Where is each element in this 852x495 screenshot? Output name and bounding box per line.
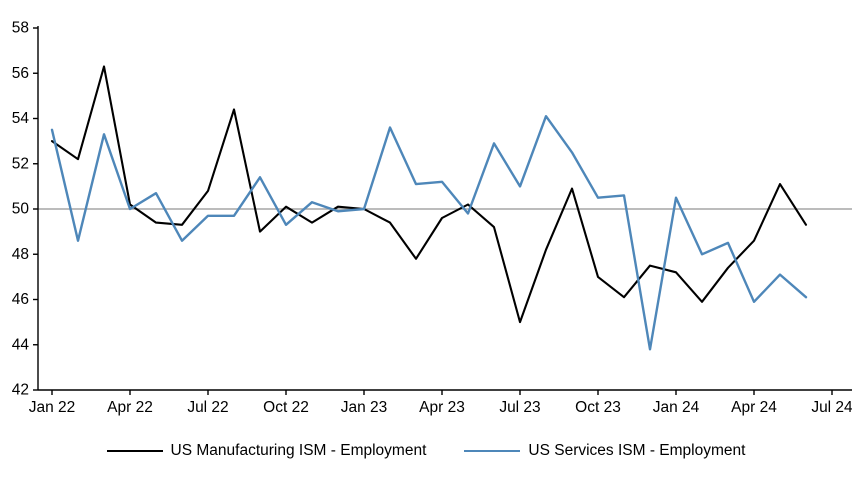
x-tick-label: Jan 22 (29, 399, 76, 416)
y-tick-label: 46 (12, 291, 29, 308)
y-tick-label: 42 (12, 382, 29, 399)
x-tick-label: Jan 24 (653, 399, 700, 416)
y-tick-label: 50 (12, 201, 30, 218)
x-tick-label: Apr 24 (731, 399, 777, 416)
x-tick-label: Oct 23 (575, 399, 621, 416)
legend-label-manufacturing: US Manufacturing ISM - Employment (170, 442, 427, 459)
y-tick-label: 48 (12, 246, 29, 263)
manufacturing-line-swatch (106, 449, 163, 453)
y-tick-label: 58 (12, 20, 29, 37)
legend-item-manufacturing: US Manufacturing ISM - Employment (106, 442, 427, 460)
x-tick-label: Jul 23 (499, 399, 540, 416)
series-line-services (50, 114, 808, 351)
y-tick-label: 44 (12, 336, 30, 353)
x-tick-label: Jul 22 (187, 399, 228, 416)
chart-legend: US Manufacturing ISM - Employment US Ser… (0, 442, 852, 460)
x-tick-label: Oct 22 (263, 399, 309, 416)
legend-label-services: US Services ISM - Employment (528, 442, 746, 459)
services-line-swatch (464, 449, 521, 453)
x-tick-label: Apr 22 (107, 399, 153, 416)
y-tick-label: 52 (12, 155, 29, 172)
legend-item-services: US Services ISM - Employment (464, 442, 745, 460)
series-line-manufacturing (50, 65, 808, 324)
y-tick-label: 56 (12, 65, 29, 82)
x-tick-label: Jan 23 (341, 399, 388, 416)
x-tick-label: Jul 24 (811, 399, 852, 416)
y-tick-label: 54 (12, 110, 30, 127)
x-tick-label: Apr 23 (419, 399, 465, 416)
